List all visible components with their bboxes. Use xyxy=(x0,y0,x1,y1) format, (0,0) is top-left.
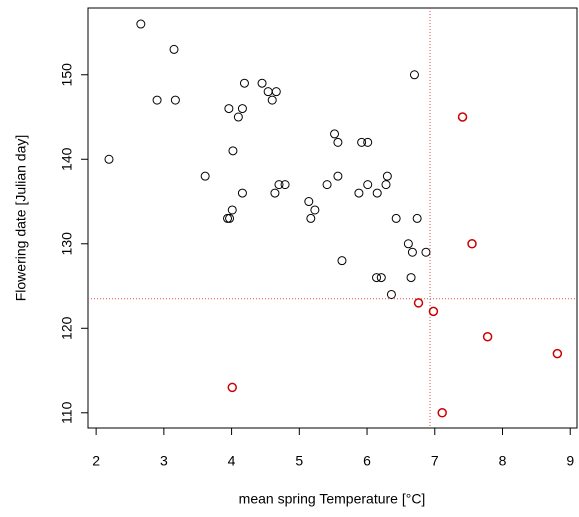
x-axis-label: mean spring Temperature [°C] xyxy=(239,491,426,507)
point xyxy=(333,171,343,181)
point xyxy=(322,180,332,190)
x-tick-label: 3 xyxy=(160,453,168,469)
plot-frame xyxy=(87,7,578,429)
point xyxy=(225,213,235,223)
point xyxy=(263,87,273,97)
point xyxy=(428,306,439,317)
point xyxy=(381,180,391,190)
point xyxy=(357,137,367,147)
point xyxy=(330,129,340,139)
point xyxy=(304,197,314,207)
point xyxy=(274,180,284,190)
point xyxy=(482,331,493,342)
point xyxy=(372,188,382,198)
point xyxy=(421,247,431,257)
point xyxy=(372,273,382,283)
point xyxy=(200,171,210,181)
point xyxy=(270,188,280,198)
point xyxy=(391,213,401,223)
point xyxy=(552,348,563,359)
point xyxy=(169,44,179,54)
point xyxy=(237,104,247,114)
point xyxy=(233,112,243,122)
point xyxy=(407,247,417,257)
y-tick-label: 130 xyxy=(59,232,75,256)
point xyxy=(310,205,320,215)
point xyxy=(406,273,416,283)
point xyxy=(227,382,238,393)
point xyxy=(267,95,277,105)
point xyxy=(152,95,162,105)
point xyxy=(257,78,267,88)
point xyxy=(337,256,347,266)
y-tick-label: 150 xyxy=(59,63,75,87)
point xyxy=(403,239,413,249)
x-tick-label: 9 xyxy=(566,453,574,469)
point xyxy=(413,298,424,308)
point xyxy=(363,137,373,147)
point xyxy=(354,188,364,198)
point xyxy=(333,137,343,147)
point xyxy=(437,408,447,418)
point xyxy=(237,188,247,198)
point xyxy=(386,289,396,299)
point xyxy=(280,180,290,190)
point xyxy=(376,273,386,283)
x-tick-label: 7 xyxy=(431,453,439,469)
y-tick-label: 110 xyxy=(59,401,75,424)
point xyxy=(228,146,238,156)
x-tick-label: 5 xyxy=(295,453,303,469)
point xyxy=(227,205,237,215)
x-tick-label: 2 xyxy=(92,453,100,469)
point xyxy=(170,95,180,105)
point xyxy=(457,112,468,122)
point xyxy=(306,213,316,223)
point xyxy=(382,171,392,181)
x-tick-label: 6 xyxy=(363,453,371,469)
x-tick-label: 8 xyxy=(499,453,507,469)
point xyxy=(104,154,114,164)
point xyxy=(136,19,146,29)
point xyxy=(412,213,422,223)
point xyxy=(223,213,233,223)
x-tick-label: 4 xyxy=(228,453,236,469)
y-tick-label: 140 xyxy=(59,147,75,171)
point xyxy=(467,239,477,249)
point xyxy=(224,104,234,114)
point xyxy=(409,70,419,80)
point xyxy=(363,180,373,190)
point xyxy=(271,87,281,97)
y-axis-label: Flowering date [Julian day] xyxy=(13,135,29,302)
y-tick-label: 120 xyxy=(59,316,75,340)
point xyxy=(239,78,249,88)
